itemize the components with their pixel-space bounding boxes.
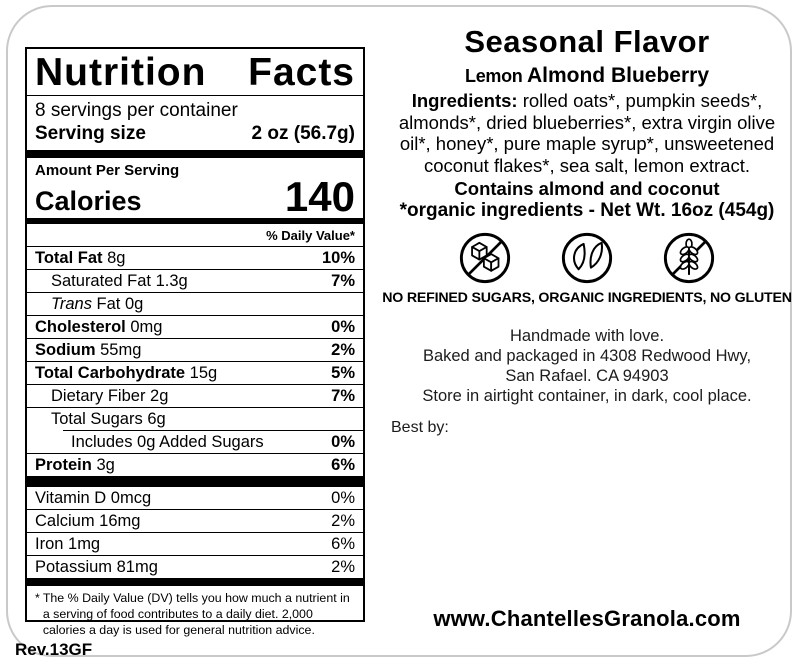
nutrition-facts-panel: Nutrition Facts 8 servings per container… [25,47,365,637]
nutrition-facts-title: Nutrition Facts [27,49,363,97]
info-line: Handmade with love. [509,326,665,345]
badge-icons-row [381,231,793,285]
nutrient-row-protein: Protein 3g 6% [27,453,363,476]
revision-code: Rev.13GF [15,640,93,659]
daily-value-footnote: * The % Daily Value (DV) tells you how m… [27,586,363,643]
flavor-name: Lemon Almond Blueberry [381,65,793,86]
daily-value-header: % Daily Value* [266,228,355,244]
servings-per-container: 8 servings per container [35,100,238,122]
nutrient-row-saturated-fat: Saturated Fat 1.3g 7% [27,269,363,292]
product-info-column: Seasonal Flavor Lemon Almond Blueberry I… [381,24,793,437]
organic-netwt-note: *organic ingredients - Net Wt. 16oz (454… [399,199,775,221]
ingredients-paragraph: Ingredients: rolled oats*, pumpkin seeds… [381,90,793,177]
serving-size-value: 2 oz (56.7g) [251,123,355,145]
vitamin-row-vitamin-d: Vitamin D 0mcg 0% [35,489,355,508]
nutrient-row-trans-fat: Trans Fat 0g [27,292,363,315]
nutrient-row-added-sugars: Includes 0g Added Sugars 0% [63,430,363,453]
website-url: www.ChantellesGranola.com [433,606,741,631]
vitamin-row-calcium: Calcium 16mg 2% [27,509,363,532]
amount-per-serving-label: Amount Per Serving [35,162,180,180]
ingredients-label: Ingredients: [411,90,518,111]
flavor-main: Almond Blueberry [526,64,709,87]
serving-size-label: Serving size [35,123,146,145]
info-line: Store in airtight container, in dark, co… [422,387,752,406]
badge-caption: NO REFINED SUGARS, ORGANIC INGREDIENTS, … [382,289,792,306]
serving-size-row: Serving size 2 oz (56.7g) [27,122,363,150]
calories-value: 140 [284,173,355,221]
seasonal-flavor-title: Seasonal Flavor [464,24,710,59]
divider-bar [27,218,363,225]
calories-label: Calories [35,186,142,217]
nutrient-row-total-sugars: Total Sugars 6g [27,407,363,430]
calories-row: Calories 140 [27,173,363,221]
nutrient-row-total-carbohydrate: Total Carbohydrate 15g 5% [27,361,363,384]
footnote-asterisk: * [35,591,40,606]
footnote-text: The % Daily Value (DV) tells you how muc… [42,591,350,637]
nutrient-row-sodium: Sodium 55mg 2% [27,338,363,361]
vitamin-row-iron: Iron 1mg 6% [27,532,363,555]
vitamin-row-potassium: Potassium 81mg 2% [27,555,363,578]
ingredients-text: rolled oats*, pumpkin seeds*, almonds*, … [398,90,776,176]
nutrient-row-cholesterol: Cholesterol 0mg 0% [27,315,363,338]
info-line: San Rafael. CA 94903 [505,367,669,386]
handling-info: Handmade with love. Baked and packaged i… [381,326,793,407]
flavor-prefix: Lemon [465,66,523,86]
no-gluten-icon [662,231,716,285]
thick-divider-bar [27,150,363,159]
best-by-label: Best by: [391,418,449,436]
divider-bar [27,578,363,587]
nutrient-row-dietary-fiber: Dietary Fiber 2g 7% [27,384,363,407]
allergen-statement: Contains almond and coconut [454,177,720,199]
no-refined-sugars-icon [458,231,512,285]
nutrient-row-total-fat: Total Fat 8g 10% [27,246,363,269]
thick-divider-bar [27,476,363,488]
organic-ingredients-icon [560,231,614,285]
info-line: Baked and packaged in 4308 Redwood Hwy, [422,346,752,365]
